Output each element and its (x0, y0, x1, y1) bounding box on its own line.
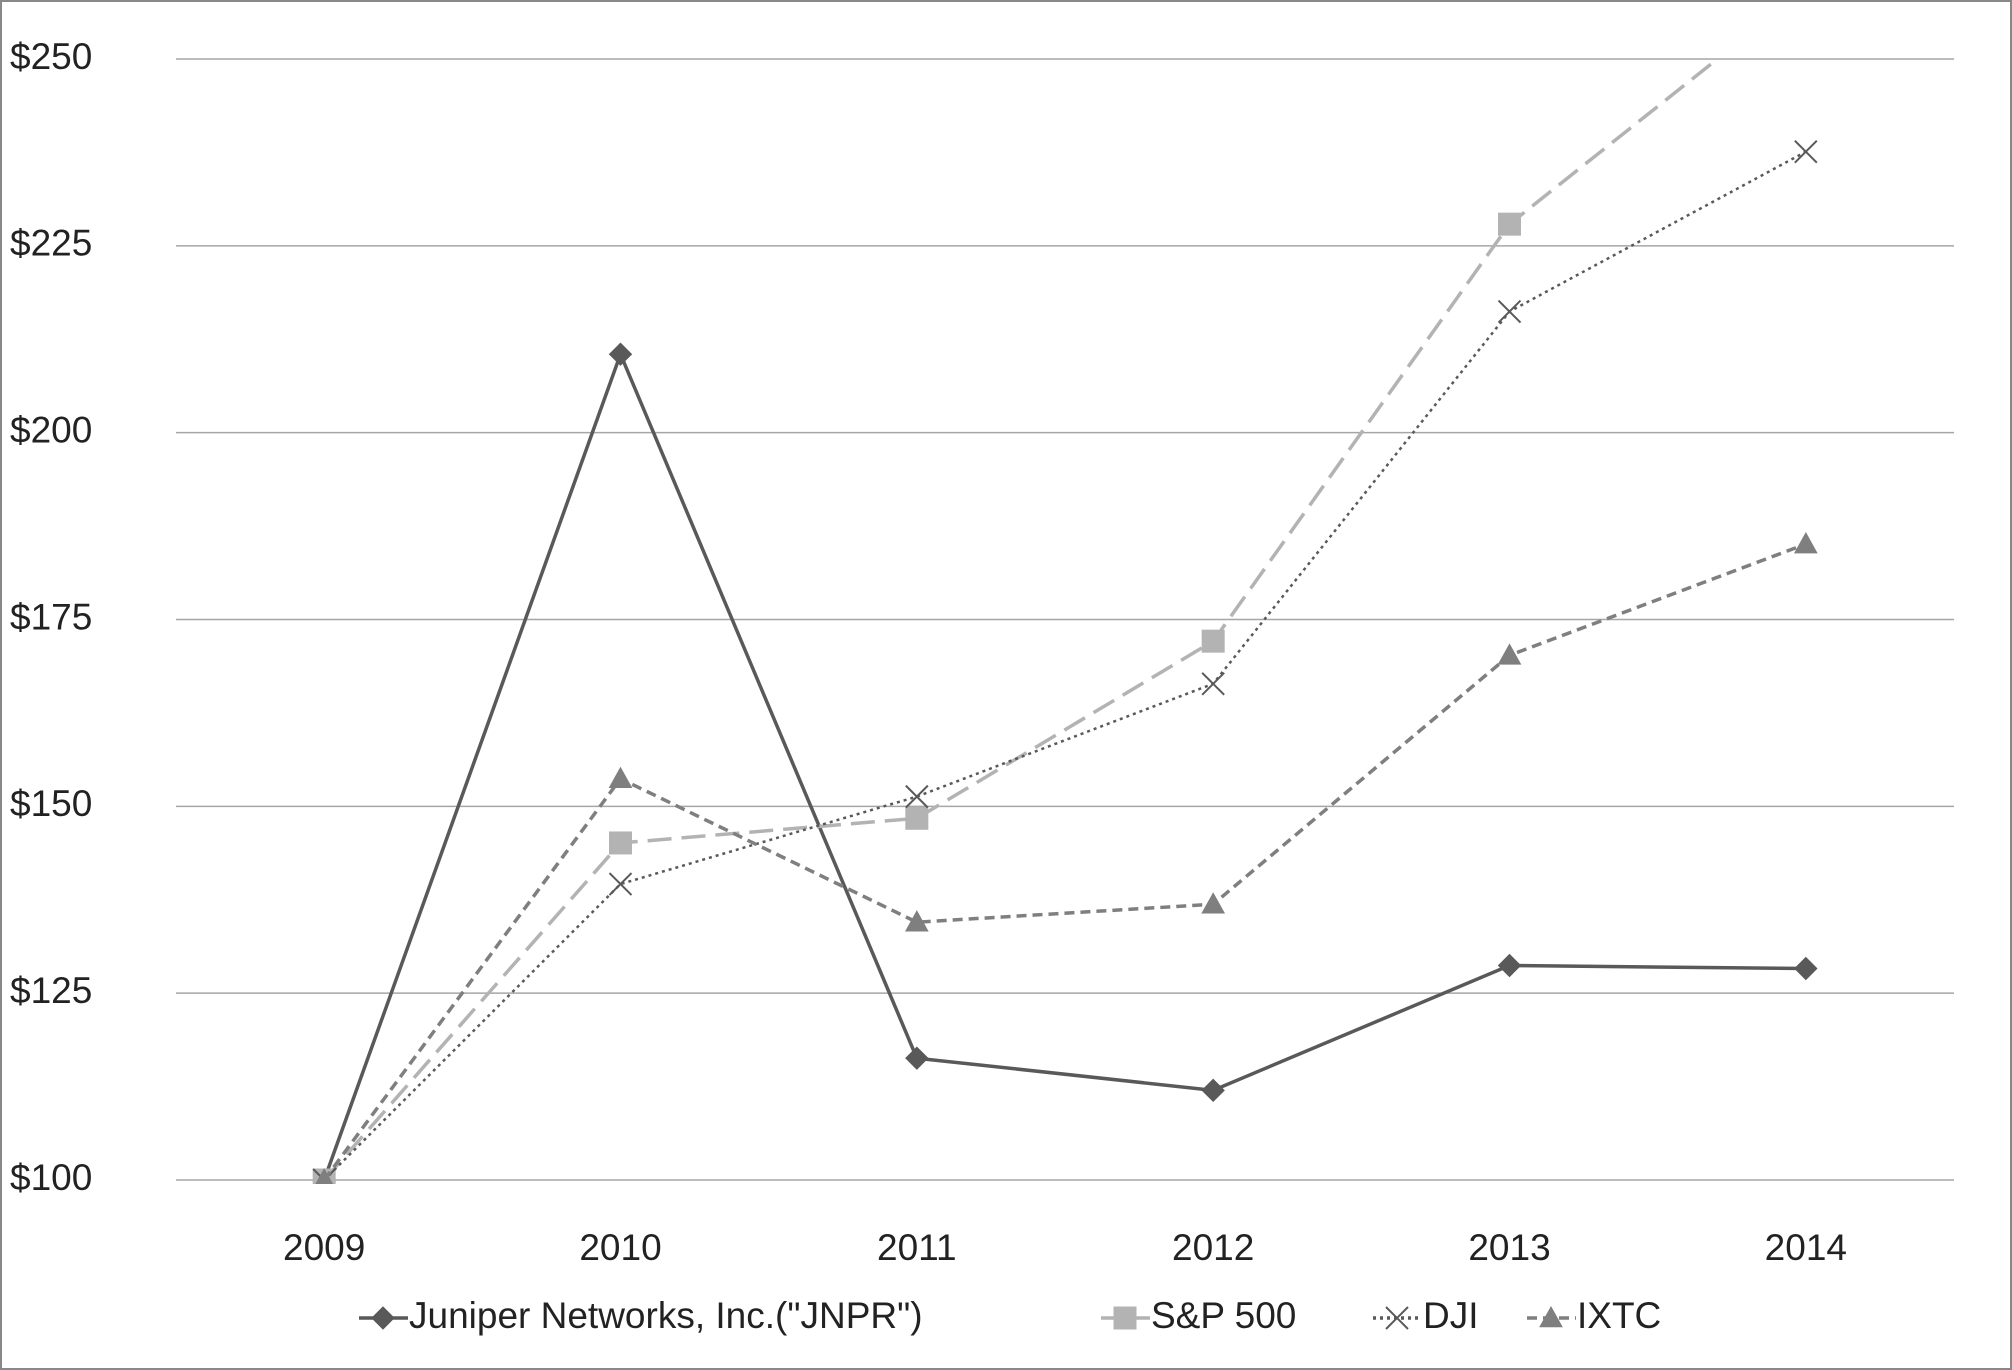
legend-marker (371, 1306, 395, 1330)
marker (1794, 956, 1818, 981)
legend-label: Juniper Networks, Inc.("JNPR") (409, 1295, 923, 1336)
legend-label: DJI (1423, 1295, 1479, 1336)
marker (608, 872, 633, 896)
y-tick-label: $175 (10, 596, 92, 637)
marker (1497, 643, 1522, 665)
marker (1794, 139, 1818, 164)
marker (1201, 892, 1226, 914)
legend-label: IXTC (1577, 1295, 1661, 1336)
marker (608, 766, 633, 788)
series-line (322, 59, 1721, 1182)
labels: $100 $125 $150 $175 $200 $225 $250 2009 2010 2011… (10, 36, 1847, 1336)
marker (609, 831, 632, 855)
y-tick-label: $250 (10, 36, 92, 77)
x-tick-label: 2012 (1172, 1227, 1254, 1268)
marker (1201, 629, 1225, 653)
marker (315, 1167, 334, 1184)
x-tick-label: 2011 (877, 1227, 957, 1268)
marker (608, 342, 633, 366)
marker (1498, 212, 1521, 236)
marker (905, 784, 929, 809)
marker (1497, 299, 1522, 324)
y-tick-label: $125 (10, 970, 92, 1011)
x-tick-label: 2013 (1468, 1227, 1550, 1268)
legend-marker (1539, 1305, 1563, 1328)
legend-marker (1113, 1306, 1137, 1330)
y-tick-label: $225 (10, 223, 92, 264)
marker (1793, 531, 1818, 554)
marker (1201, 672, 1225, 696)
x-tick-label: 2009 (283, 1227, 365, 1268)
series-line (323, 150, 1807, 1181)
y-tick-label: $200 (10, 409, 92, 450)
plot-area (312, 59, 1818, 1184)
marker (905, 806, 929, 830)
y-tick-label: $150 (10, 783, 92, 824)
legend-label: S&P 500 (1151, 1295, 1296, 1336)
series-line (322, 542, 1807, 1182)
series-line (322, 349, 1806, 1181)
marker (904, 910, 929, 932)
grid (176, 58, 1954, 1181)
marker (905, 1046, 929, 1070)
x-tick-label: 2010 (579, 1227, 661, 1268)
marker (1497, 953, 1522, 978)
y-tick-label: $100 (10, 1157, 92, 1198)
x-tick-label: 2014 (1765, 1227, 1847, 1268)
legend-marker (1385, 1306, 1409, 1330)
marker (1201, 1078, 1225, 1103)
